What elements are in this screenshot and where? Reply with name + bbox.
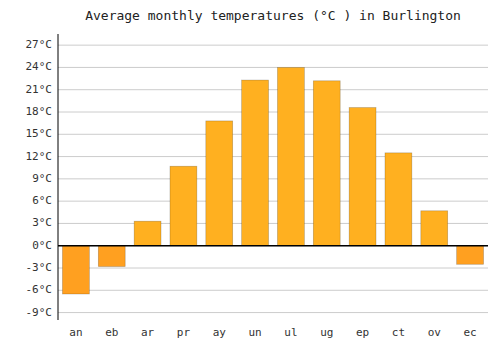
x-tick-label: ep (356, 326, 369, 339)
y-tick-label: 15°C (26, 127, 53, 140)
grid-line (58, 245, 488, 246)
bars (62, 67, 483, 294)
bar (170, 166, 197, 245)
x-tick-label: ec (463, 326, 476, 339)
grid-line (58, 134, 488, 135)
bar (242, 80, 269, 246)
y-tick-label: 0°C (32, 239, 52, 252)
zero-line (58, 245, 488, 247)
y-tick-label: -3°C (26, 261, 53, 274)
y-tick-label: 21°C (26, 83, 53, 96)
y-tick-label: 6°C (32, 194, 52, 207)
grid-line (58, 178, 488, 179)
bar (421, 211, 448, 246)
bar (98, 246, 125, 267)
grid-line (58, 201, 488, 202)
bar (277, 67, 304, 245)
x-tick-label: ct (392, 326, 405, 339)
grid-line (58, 268, 488, 269)
x-tick-label: un (248, 326, 261, 339)
chart-container: Average monthly temperatures (°C ) in Bu… (0, 0, 500, 350)
y-tick-label: 27°C (26, 38, 53, 51)
bar (206, 121, 233, 246)
y-tick-label: 12°C (26, 150, 53, 163)
grid-line (58, 112, 488, 113)
y-tick-label: -9°C (26, 306, 53, 319)
bar (457, 246, 484, 265)
x-tick-label: ay (213, 326, 227, 339)
y-tick-label: 3°C (32, 216, 52, 229)
grid-line (58, 312, 488, 313)
y-tick-label: 18°C (26, 105, 53, 118)
x-tick-label: an (69, 326, 82, 339)
grid-line (58, 290, 488, 291)
x-tick-label: eb (105, 326, 118, 339)
x-tick-label: ar (141, 326, 155, 339)
bar (313, 81, 340, 246)
x-tick-label: ov (428, 326, 442, 339)
x-tick-label: ug (320, 326, 333, 339)
chart: Average monthly temperatures (°C ) in Bu… (0, 0, 500, 350)
bar (134, 221, 161, 246)
grid-line (58, 67, 488, 68)
grid-line (58, 89, 488, 90)
bar (385, 153, 412, 246)
y-axis-line (58, 34, 59, 320)
x-tick-label: ul (284, 326, 297, 339)
grid-line (58, 45, 488, 46)
title: Average monthly temperatures (°C ) in Bu… (85, 8, 461, 23)
bar (349, 108, 376, 246)
y-grid (58, 45, 488, 312)
bar (62, 246, 89, 294)
y-tick-label: -6°C (26, 283, 53, 296)
y-tick-label: 24°C (26, 60, 53, 73)
y-tick-label: 9°C (32, 172, 52, 185)
x-tick-label: pr (177, 326, 191, 339)
grid-line (58, 156, 488, 157)
